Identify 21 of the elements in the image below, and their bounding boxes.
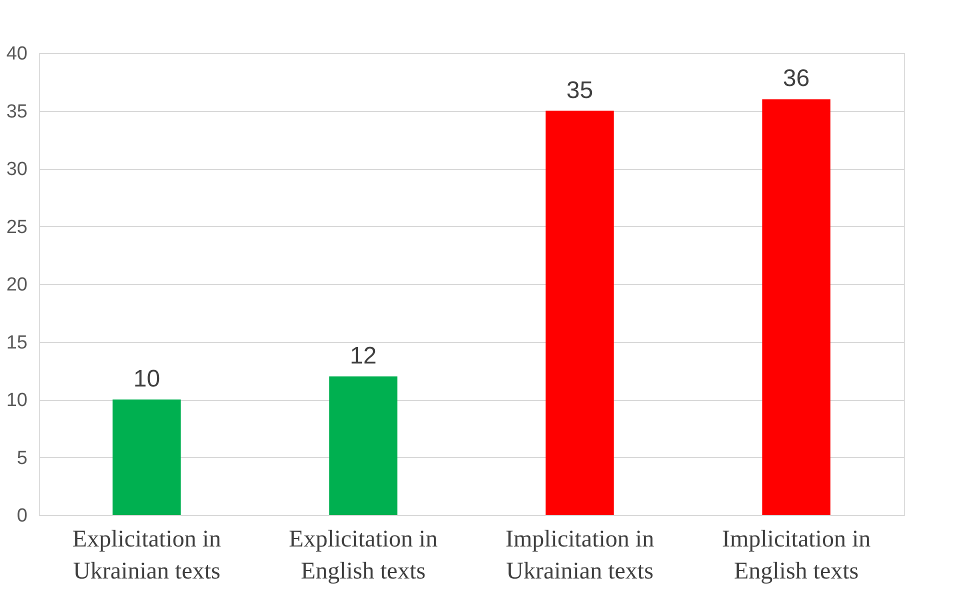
y-tick-label: 40 (6, 44, 28, 64)
x-tick-label: Implicitation in Ukrainian texts (505, 526, 654, 584)
y-tick-label: 0 (16, 506, 28, 526)
data-label: 36 (782, 65, 810, 92)
y-tick-label: 20 (6, 274, 28, 296)
x-tick-label: Explicitation in English texts (288, 526, 438, 584)
data-label: 10 (133, 366, 160, 392)
bar (546, 110, 614, 515)
y-tick-label: 25 (6, 216, 28, 238)
x-tick-label: Implicitation in English texts (722, 526, 871, 584)
y-tick-label: 10 (6, 390, 28, 411)
bar (112, 400, 181, 515)
bar (762, 99, 830, 515)
y-tick-label: 30 (6, 159, 28, 180)
y-tick-label: 35 (6, 101, 28, 122)
x-tick-label: Explicitation in Ukrainian texts (72, 526, 222, 584)
data-label: 35 (566, 76, 594, 104)
bar (329, 376, 398, 515)
data-label: 12 (350, 342, 377, 370)
y-tick-label: 15 (6, 332, 28, 354)
y-tick-label: 5 (16, 448, 28, 469)
